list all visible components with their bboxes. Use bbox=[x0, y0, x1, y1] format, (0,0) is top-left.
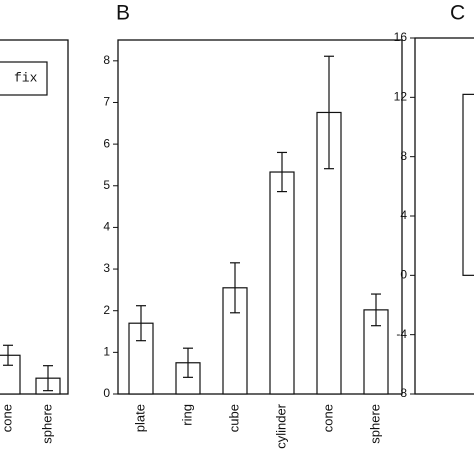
x-tick-label: cylinder bbox=[273, 403, 288, 448]
x-tick-label: cube bbox=[226, 404, 241, 432]
legend-box bbox=[0, 61, 48, 96]
y-tick-label: 8 bbox=[400, 149, 407, 163]
legend-label: fix bbox=[14, 70, 38, 85]
bar bbox=[462, 93, 474, 276]
x-tick-label: ring bbox=[179, 404, 194, 426]
bar bbox=[269, 171, 295, 395]
error-bar bbox=[43, 365, 53, 392]
x-tick-label: sphere bbox=[39, 404, 54, 444]
y-tick-label: 16 bbox=[394, 30, 408, 44]
error-bar bbox=[230, 262, 240, 314]
y-tick-label: 0 bbox=[400, 268, 407, 282]
y-tick-label: 1 bbox=[103, 345, 110, 359]
y-tick-label: -8 bbox=[396, 386, 407, 400]
error-bar bbox=[277, 151, 287, 193]
x-tick-label: plate bbox=[132, 404, 147, 432]
x-tick-label: cone bbox=[0, 404, 14, 432]
y-tick-label: 8 bbox=[103, 53, 110, 67]
error-bar bbox=[3, 344, 13, 366]
plot-frame bbox=[0, 39, 69, 395]
panel-title: B bbox=[116, 2, 130, 25]
y-tick-label: 7 bbox=[103, 95, 110, 109]
y-tick-label: 0 bbox=[103, 386, 110, 400]
y-tick-label: 4 bbox=[400, 208, 407, 222]
x-tick-label: sphere bbox=[367, 404, 382, 444]
error-bar bbox=[183, 347, 193, 378]
error-bar bbox=[136, 305, 146, 342]
error-bar bbox=[371, 293, 381, 327]
y-tick-label: -4 bbox=[396, 327, 407, 341]
y-tick-label: 12 bbox=[394, 90, 408, 104]
panel-title: C bbox=[450, 2, 465, 25]
plot-frame bbox=[117, 39, 403, 395]
y-tick-label: 4 bbox=[103, 220, 110, 234]
bar bbox=[0, 354, 21, 395]
y-tick-label: 6 bbox=[103, 136, 110, 150]
y-tick-label: 5 bbox=[103, 178, 110, 192]
x-tick-label: cone bbox=[320, 404, 335, 432]
y-tick-label: 2 bbox=[103, 303, 110, 317]
y-tick-label: 3 bbox=[103, 261, 110, 275]
error-bar bbox=[324, 55, 334, 170]
